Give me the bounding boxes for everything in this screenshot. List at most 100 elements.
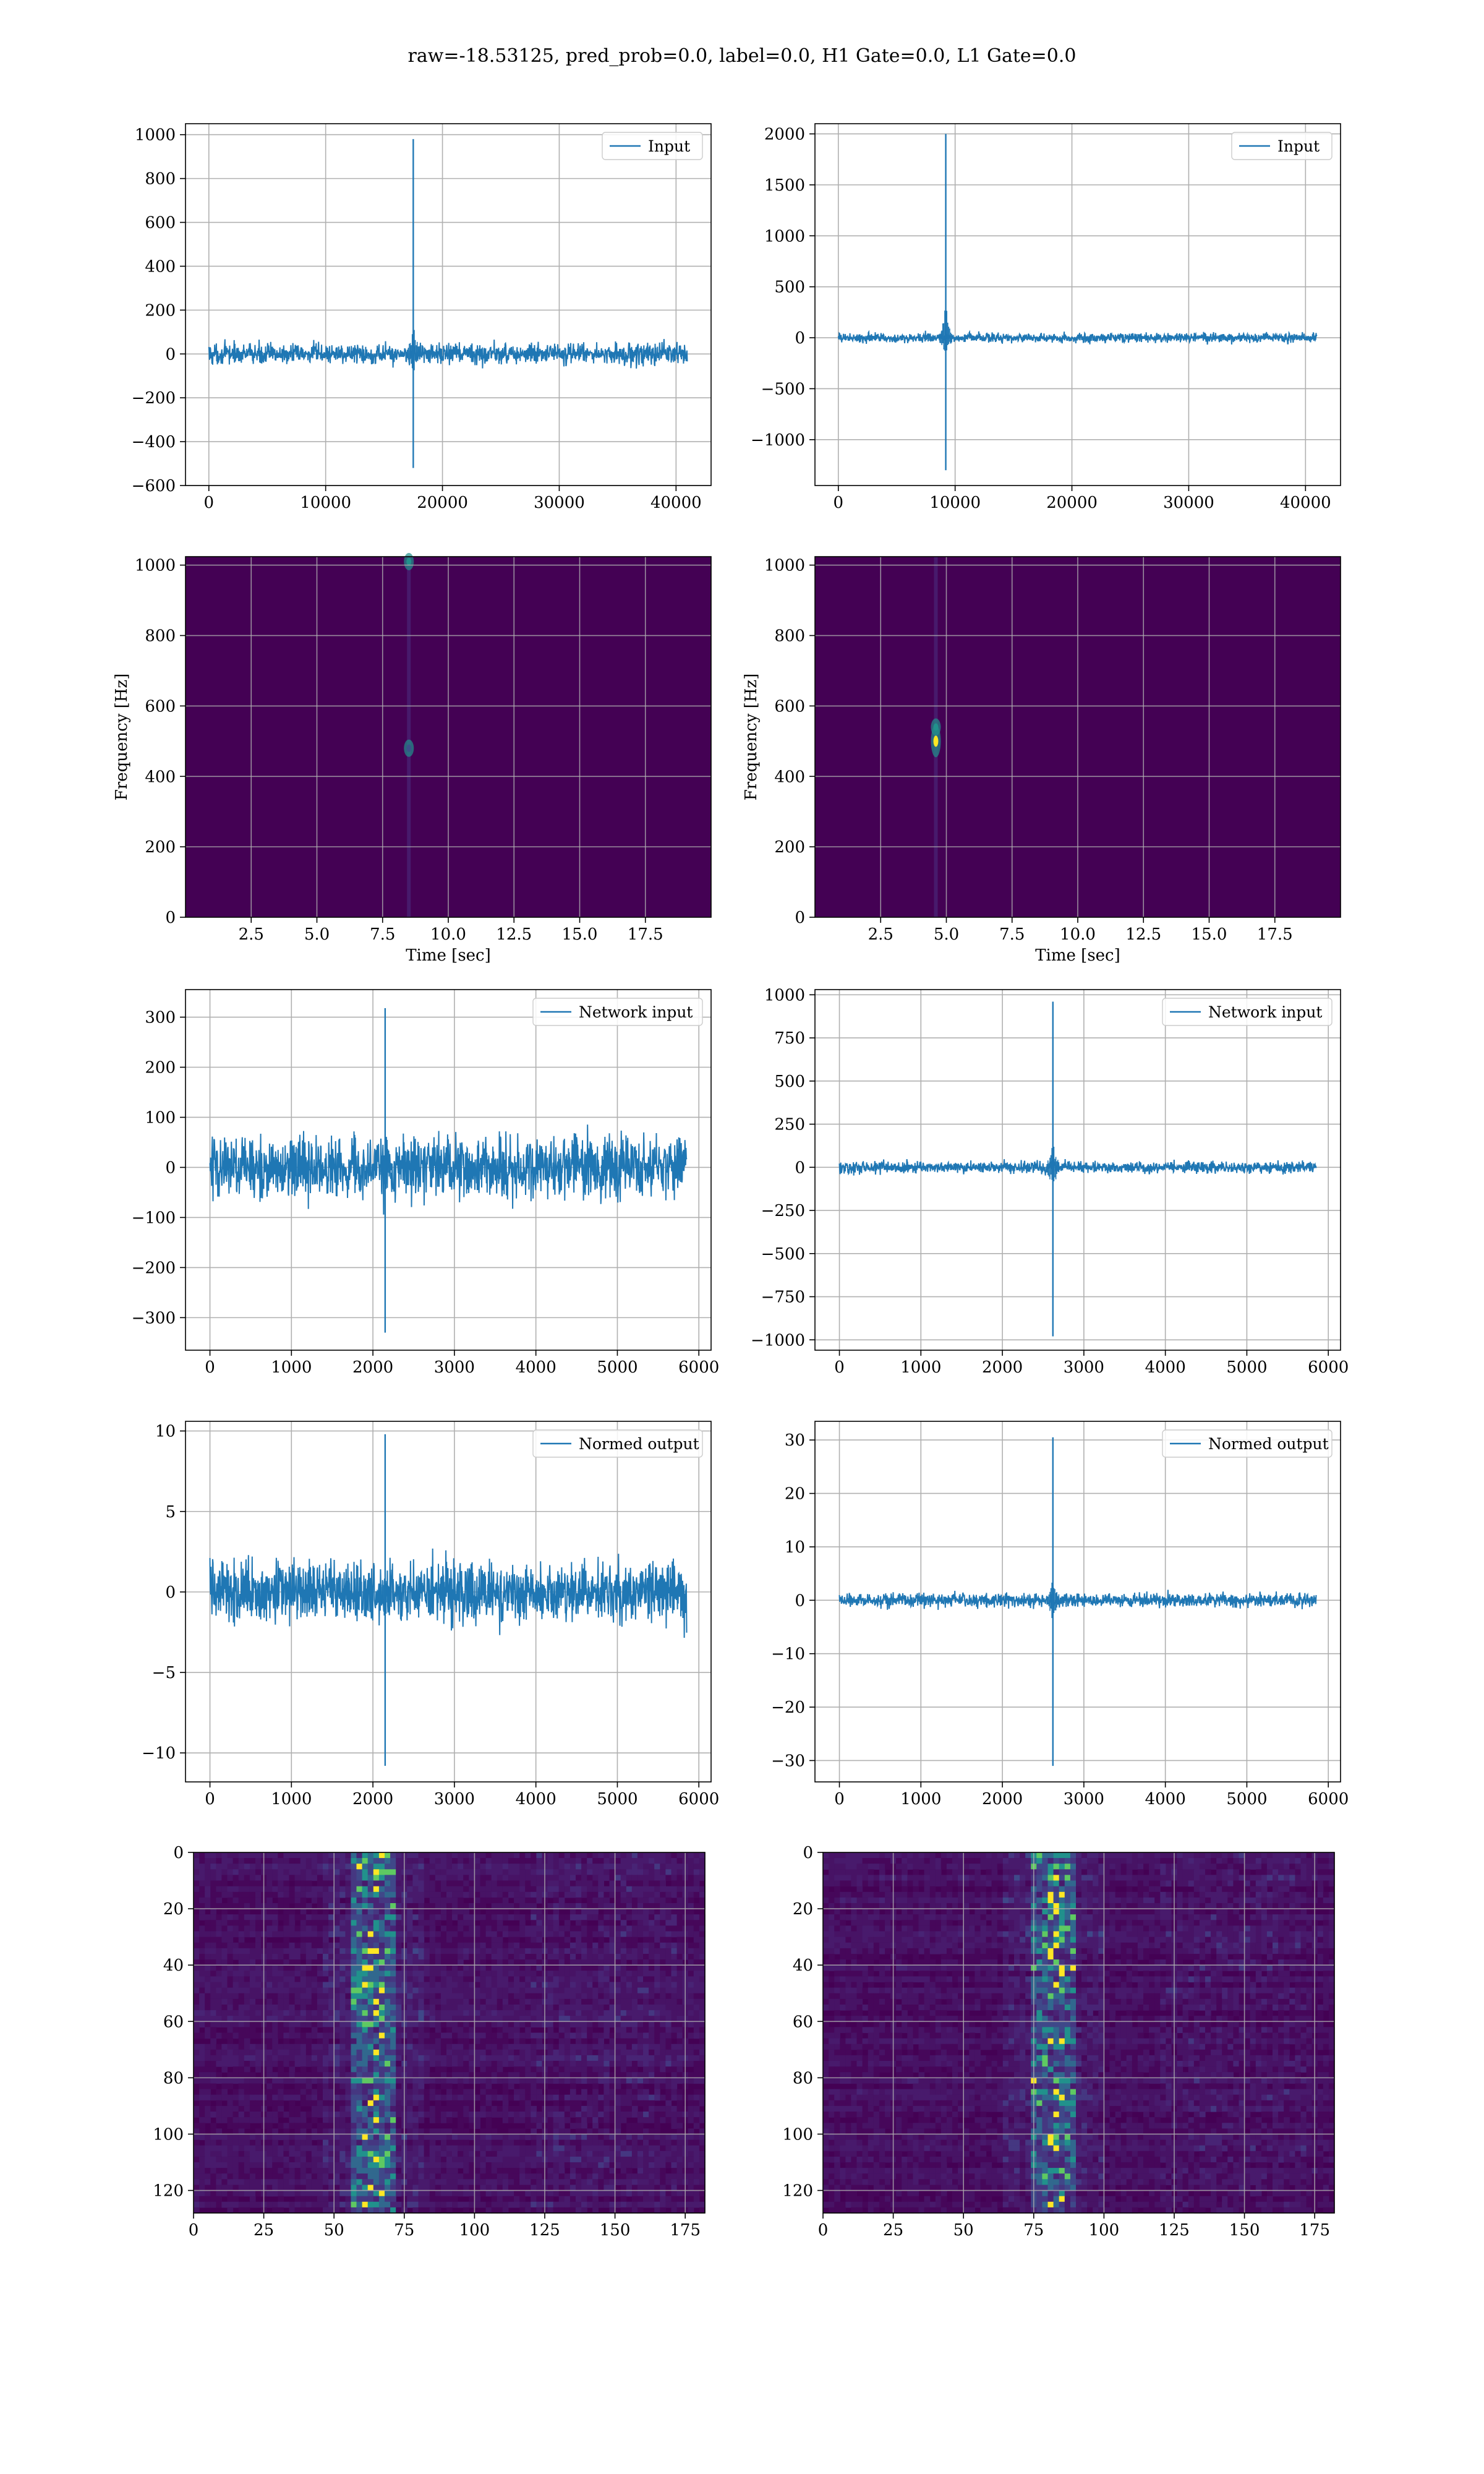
heatmap-cell [525, 2016, 531, 2022]
heatmap-cell [581, 1903, 587, 1909]
heatmap-cell [418, 2083, 425, 2090]
heatmap-cell [631, 2112, 638, 2118]
heatmap-cell [688, 1875, 694, 1881]
heatmap-cell [676, 2089, 683, 2095]
heatmap-cell [519, 1954, 526, 1960]
heatmap-cell [463, 2117, 469, 2123]
heatmap-cell [491, 2128, 498, 2135]
heatmap-cell [581, 1909, 587, 1915]
heatmap-cell [581, 1880, 587, 1887]
heatmap-cell [615, 1965, 621, 1971]
heatmap-cell [547, 1954, 554, 1960]
heatmap-cell [446, 1891, 453, 1898]
heatmap-cell [665, 2005, 672, 2011]
heatmap-cell [238, 1976, 245, 1983]
heatmap-cell [688, 1931, 694, 1938]
heatmap-cell [221, 2021, 228, 2027]
heatmap-cell [221, 1852, 228, 1859]
heatmap-cell [458, 1891, 464, 1898]
heatmap-cell [514, 2061, 520, 2067]
heatmap-cell [390, 2112, 396, 2118]
heatmap-cell [463, 1903, 469, 1909]
heatmap-cell [378, 1948, 385, 1954]
heatmap-cell [283, 1993, 290, 2000]
heatmap-cell [232, 2089, 239, 2095]
heatmap-cell [440, 1875, 447, 1881]
heatmap-cell [289, 2112, 296, 2118]
heatmap-cell [463, 1891, 469, 1898]
heatmap-cell [564, 1931, 571, 1938]
heatmap-cell [249, 1965, 256, 1971]
heatmap-cell [654, 1903, 660, 1909]
heatmap-cell [412, 1852, 419, 1859]
heatmap-cell [514, 1954, 520, 1960]
heatmap-cell [232, 1903, 239, 1909]
heatmap-cell [671, 1891, 678, 1898]
heatmap-cell [373, 2027, 380, 2034]
heatmap-cell [232, 1875, 239, 1881]
heatmap-cell [255, 1998, 262, 2005]
heatmap-cell [497, 2032, 503, 2039]
heatmap-cell [497, 1948, 503, 1954]
heatmap-cell [649, 1937, 655, 1943]
heatmap-cell [328, 2089, 335, 2095]
heatmap-cell [469, 2044, 475, 2050]
heatmap-cell [592, 1925, 599, 1932]
heatmap-cell [665, 1909, 672, 1915]
heatmap-cell [497, 1931, 503, 1938]
heatmap-cell [210, 1965, 216, 1971]
heatmap-cell [615, 1914, 621, 1920]
heatmap-cell [558, 1948, 565, 1954]
heatmap-cell [440, 2134, 447, 2141]
heatmap-cell [356, 2038, 363, 2045]
heatmap-cell [407, 1914, 413, 1920]
heatmap-cell [289, 1965, 296, 1971]
heatmap-cell [205, 2117, 211, 2123]
heatmap-cell [631, 2061, 638, 2067]
heatmap-cell [671, 2016, 678, 2022]
heatmap-cell [412, 1869, 419, 1875]
heatmap-cell [378, 1864, 385, 1870]
heatmap-cell [671, 1852, 678, 1859]
heatmap-cell [508, 1914, 514, 1920]
heatmap-cell [328, 2066, 335, 2073]
heatmap-cell [485, 2066, 492, 2073]
heatmap-cell [328, 1886, 335, 1893]
heatmap-cell [351, 2078, 357, 2084]
heatmap-cell [435, 1971, 441, 1977]
heatmap-cell [345, 1869, 352, 1875]
heatmap-cell [367, 2005, 374, 2011]
heatmap-cell [385, 2078, 391, 2084]
heatmap-cell [232, 1965, 239, 1971]
legend: Network input [1162, 998, 1333, 1026]
heatmap-cell [688, 1971, 694, 1977]
heatmap-cell [390, 2117, 396, 2123]
heatmap-cell [334, 2032, 340, 2039]
heatmap-cell [294, 1965, 301, 1971]
heatmap-cell [576, 1903, 582, 1909]
y-tick-label: 800 [774, 627, 805, 646]
heatmap-cell [300, 2021, 307, 2027]
heatmap-cell [294, 2021, 301, 2027]
heatmap-cell [435, 1858, 441, 1864]
heatmap-cell [373, 1852, 380, 1859]
heatmap-cell [603, 1903, 610, 1909]
heatmap-cell [311, 1886, 318, 1893]
heatmap-cell [199, 2010, 205, 2016]
heatmap-cell [249, 2021, 256, 2027]
heatmap-cell [199, 1971, 205, 1977]
heatmap-cell [221, 2094, 228, 2101]
heatmap-cell [514, 2134, 520, 2141]
heatmap-cell [345, 1942, 352, 1949]
heatmap-cell [626, 1864, 633, 1870]
heatmap-cell [272, 2078, 278, 2084]
heatmap-cell [232, 2044, 239, 2050]
heatmap-cell [238, 1864, 245, 1870]
heatmap-cell [407, 2083, 413, 2090]
heatmap-cell [362, 1880, 369, 1887]
heatmap-cell [216, 1965, 223, 1971]
heatmap-cell [407, 2038, 413, 2045]
heatmap-cell [547, 2010, 554, 2016]
heatmap-cell [693, 2066, 700, 2073]
heatmap-cell [637, 1864, 644, 1870]
